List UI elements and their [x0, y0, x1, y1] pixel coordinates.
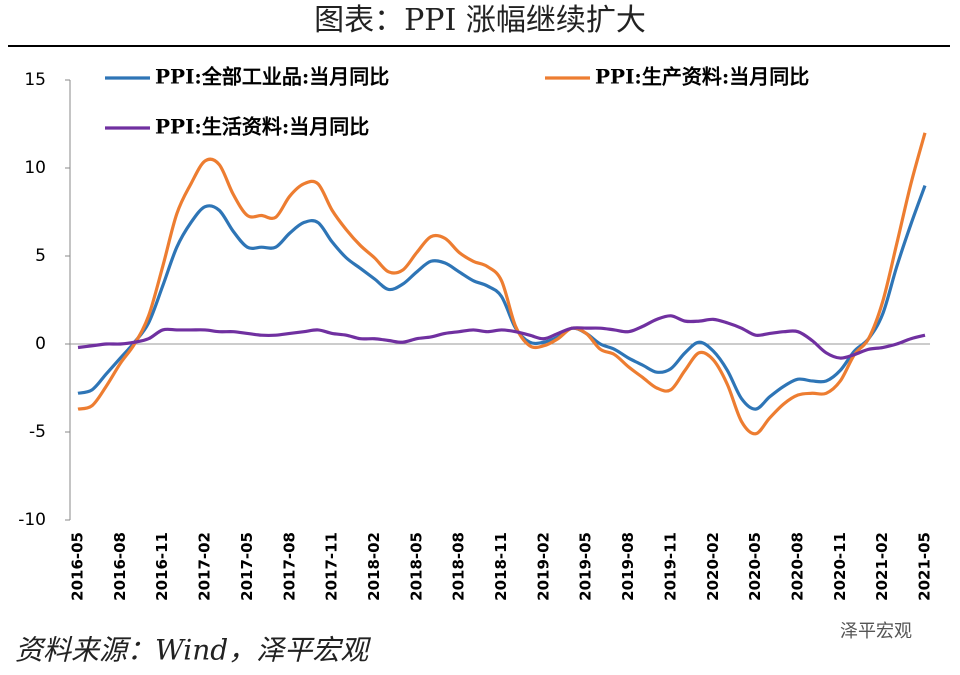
y-tick-label: 0	[35, 334, 46, 354]
x-tick-label: 2016-11	[153, 532, 171, 601]
x-tick-label: 2018-05	[407, 532, 425, 601]
x-tick-label: 2019-08	[619, 532, 637, 601]
y-tick-label: 10	[24, 158, 46, 178]
chart-title: 图表：PPI 涨幅继续扩大	[314, 3, 646, 38]
x-tick-label: 2020-05	[746, 532, 764, 601]
y-tick-label: 5	[35, 246, 46, 266]
watermark: 泽平宏观	[840, 621, 912, 642]
y-tick-label: 15	[24, 70, 46, 90]
x-tick-label: 2017-05	[238, 532, 256, 601]
x-tick-label: 2020-11	[831, 532, 849, 601]
legend-label: PPI:全部工业品:当月同比	[155, 65, 389, 89]
legend-label: PPI:生活资料:当月同比	[155, 115, 369, 139]
x-tick-label: 2019-02	[534, 532, 552, 601]
x-tick-label: 2018-08	[450, 532, 468, 601]
x-tick-label: 2019-05	[577, 532, 595, 601]
x-tick-label: 2018-02	[365, 532, 383, 601]
series-line	[77, 185, 927, 411]
y-tick-label: -10	[18, 510, 46, 530]
x-tick-label: 2017-08	[280, 532, 298, 601]
x-tick-label: 2018-11	[492, 532, 510, 601]
x-tick-label: 2016-08	[111, 532, 129, 601]
x-tick-label: 2019-11	[661, 532, 679, 601]
legend-label: PPI:生产资料:当月同比	[595, 65, 809, 89]
source-note: 资料来源：Wind，泽平宏观	[15, 634, 371, 667]
x-tick-label: 2021-02	[873, 532, 891, 601]
x-tick-label: 2016-05	[69, 532, 87, 601]
x-tick-label: 2017-11	[323, 532, 341, 601]
y-tick-label: -5	[29, 422, 46, 442]
series-line	[77, 132, 927, 436]
x-tick-label: 2020-02	[704, 532, 722, 601]
x-tick-label: 2021-05	[916, 532, 934, 601]
x-tick-label: 2020-08	[788, 532, 806, 601]
x-tick-label: 2017-02	[196, 532, 214, 601]
series-line	[77, 314, 926, 360]
